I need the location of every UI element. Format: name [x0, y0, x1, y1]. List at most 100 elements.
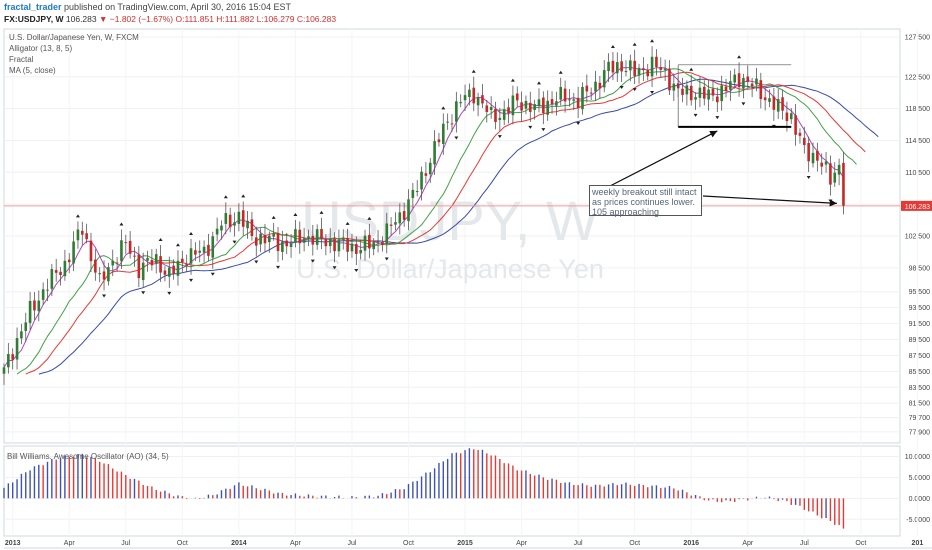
- x-tick-label: Jul: [347, 540, 356, 547]
- candle: [615, 62, 619, 74]
- candle: [272, 233, 275, 237]
- candle: [446, 121, 449, 123]
- candle: [207, 244, 210, 256]
- candle: [133, 255, 136, 257]
- fractal-down-marker: [576, 122, 581, 126]
- candle: [385, 223, 389, 244]
- candle: [542, 97, 545, 113]
- candle: [159, 256, 162, 273]
- oscillator-tick-label: -5.0000: [906, 517, 930, 524]
- fractal-down-marker: [632, 88, 637, 92]
- candle: [28, 300, 32, 323]
- indicator-ma[interactable]: MA (5, close): [9, 66, 56, 75]
- candle: [85, 233, 88, 240]
- x-tick-label: 201: [912, 540, 924, 547]
- candle: [189, 248, 193, 264]
- fractal-up-marker: [632, 42, 637, 46]
- x-tick-label: Oct: [855, 540, 866, 547]
- last-price: 106.283: [65, 14, 97, 24]
- candle: [633, 60, 636, 76]
- candle: [172, 265, 175, 274]
- candle: [263, 235, 267, 244]
- candle: [167, 267, 171, 277]
- candle: [137, 254, 141, 279]
- candle: [842, 162, 845, 206]
- price-tick-label: 81.500: [909, 401, 931, 408]
- publish-line: fractal_trader published on TradingView.…: [4, 2, 291, 12]
- candle: [746, 76, 750, 83]
- fractal-down-marker: [310, 259, 315, 263]
- candle: [716, 96, 719, 103]
- watermark-symbol: USDJPY, W: [301, 189, 599, 252]
- candle: [816, 150, 819, 161]
- candle: [359, 250, 362, 254]
- candle: [102, 271, 106, 280]
- fractal-down-marker: [806, 175, 811, 179]
- fractal-down-marker: [384, 257, 389, 261]
- candle: [237, 211, 241, 224]
- candle: [694, 97, 697, 100]
- candle: [789, 113, 793, 120]
- annotation-line-3: 105 approaching: [592, 207, 660, 217]
- fractal-down-marker: [741, 102, 746, 106]
- candle: [355, 244, 358, 254]
- candle: [107, 267, 110, 282]
- candle: [346, 237, 349, 252]
- indicator-symbol[interactable]: U.S. Dollar/Japanese Yen, W, FXCM: [9, 33, 139, 42]
- fractal-up-marker: [189, 231, 194, 235]
- candle: [363, 235, 367, 251]
- candle: [598, 82, 602, 89]
- candle: [468, 89, 471, 98]
- candle: [820, 162, 824, 167]
- candle: [276, 232, 280, 252]
- candle: [459, 102, 463, 104]
- candle: [337, 239, 341, 252]
- candle: [411, 189, 415, 198]
- candle: [185, 264, 188, 266]
- candle: [742, 77, 745, 89]
- candle: [798, 132, 802, 136]
- candle: [268, 235, 271, 243]
- candle: [642, 68, 645, 71]
- candle: [37, 300, 41, 312]
- fractal-up-marker: [175, 243, 180, 247]
- fractal-up-marker: [536, 81, 541, 85]
- price-tick-label: 83.500: [909, 385, 931, 392]
- price-tick-label: 89.500: [909, 337, 931, 344]
- author-link[interactable]: fractal_trader: [4, 2, 62, 12]
- annotation-box[interactable]: weekly breakout still intact as prices c…: [589, 185, 702, 217]
- candle: [455, 101, 458, 122]
- candle: [320, 228, 323, 239]
- oscillator-title[interactable]: Bill Williams. Awesome Oscillator (AO) (…: [7, 452, 169, 461]
- candle: [476, 97, 480, 106]
- candle: [120, 240, 123, 262]
- fractal-down-marker: [650, 91, 655, 95]
- x-tick-label: 2015: [457, 540, 473, 547]
- fractal-up-marker: [119, 222, 124, 226]
- candle: [315, 229, 319, 245]
- candle: [307, 236, 310, 239]
- indicator-alligator[interactable]: Alligator (13, 8, 5): [9, 44, 73, 53]
- candle: [724, 86, 728, 92]
- indicator-fractal[interactable]: Fractal: [9, 55, 34, 64]
- candle: [415, 191, 419, 193]
- candle: [594, 81, 597, 92]
- candle: [59, 271, 62, 276]
- x-tick-label: 2013: [5, 540, 21, 547]
- fractal-up-marker: [345, 221, 350, 225]
- candle: [233, 222, 236, 226]
- candle: [589, 92, 593, 94]
- candle: [2, 367, 6, 374]
- candle: [702, 86, 706, 99]
- candle: [576, 97, 580, 108]
- candle: [624, 70, 628, 73]
- last-price-badge: [901, 200, 932, 211]
- candle: [80, 230, 84, 235]
- candle: [829, 163, 832, 185]
- price-tick-label: 95.500: [909, 289, 931, 296]
- candle: [428, 162, 432, 175]
- candle: [489, 106, 493, 111]
- close-value: C:106.283: [296, 14, 337, 24]
